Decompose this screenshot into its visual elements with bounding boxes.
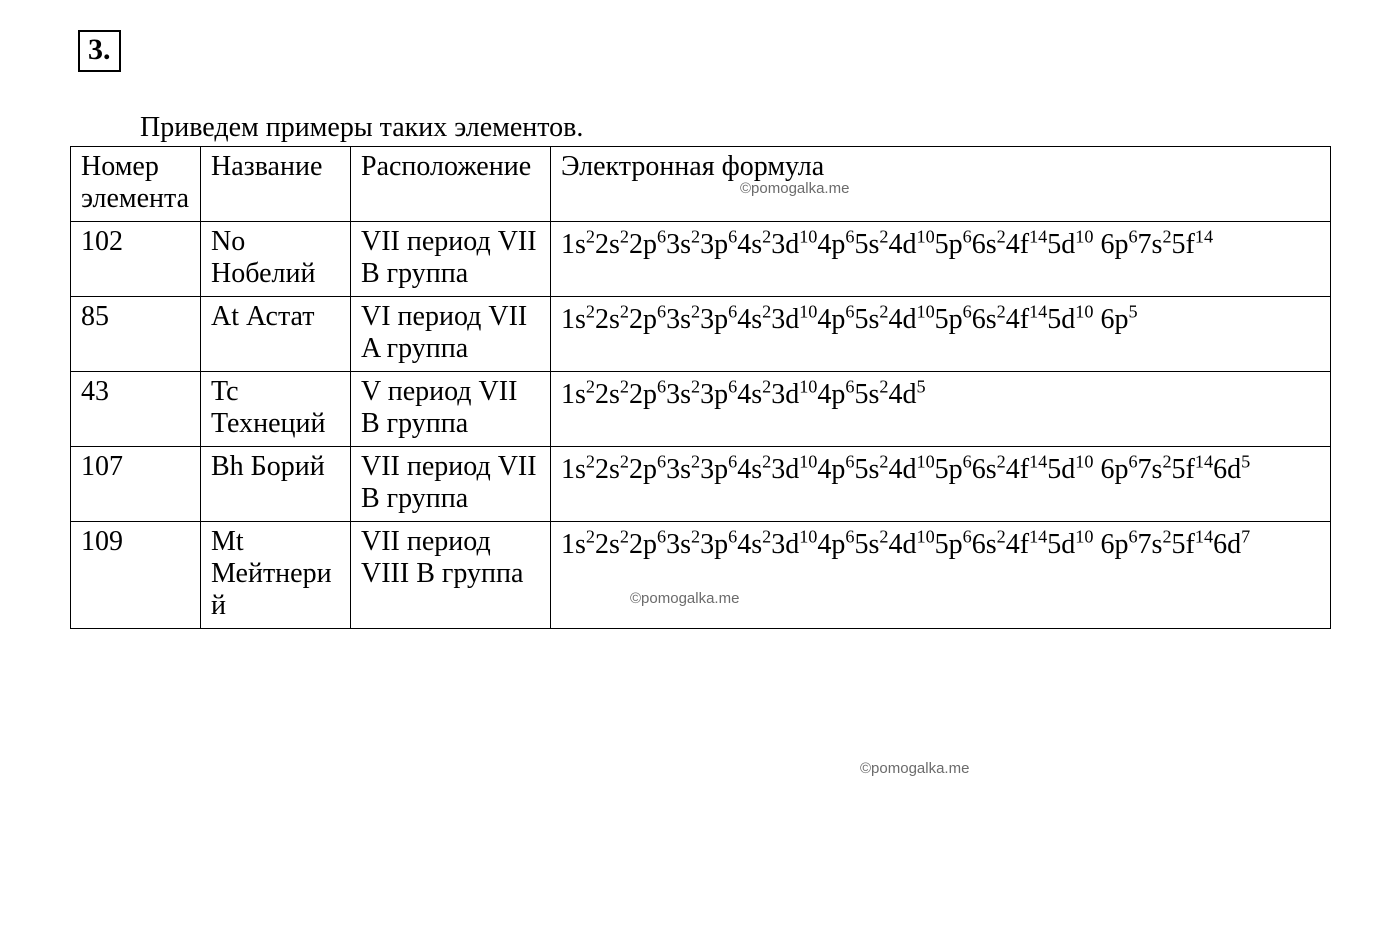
table-row: 102No НобелийVII период VII B группа1s22… xyxy=(71,222,1331,297)
table-body: 102No НобелийVII период VII B группа1s22… xyxy=(71,222,1331,629)
cell-location: VII период VIII B группа xyxy=(351,522,551,629)
cell-formula: 1s22s22p63s23p64s23d104p65s24d105p66s24f… xyxy=(551,447,1331,522)
col-header-number: Номер элемента xyxy=(71,147,201,222)
intro-text: Приведем примеры таких элементов. xyxy=(140,112,1340,144)
question-number-box: 3. xyxy=(78,30,121,72)
cell-number: 109 xyxy=(71,522,201,629)
cell-name: Mt Мейтнерий xyxy=(201,522,351,629)
cell-number: 85 xyxy=(71,297,201,372)
cell-location: V период VII B группа xyxy=(351,372,551,447)
table-row: 85At АстатVI период VII A группа1s22s22p… xyxy=(71,297,1331,372)
cell-location: VI период VII A группа xyxy=(351,297,551,372)
table-row: 109Mt МейтнерийVII период VIII B группа1… xyxy=(71,522,1331,629)
cell-name: No Нобелий xyxy=(201,222,351,297)
cell-location: VII период VII B группа xyxy=(351,447,551,522)
cell-number: 107 xyxy=(71,447,201,522)
table-row: 43Tc ТехнецийV период VII B группа1s22s2… xyxy=(71,372,1331,447)
cell-name: Bh Борий xyxy=(201,447,351,522)
cell-number: 43 xyxy=(71,372,201,447)
elements-table: Номер элемента Название Расположение Эле… xyxy=(70,146,1331,629)
cell-formula: 1s22s22p63s23p64s23d104p65s24d105p66s24f… xyxy=(551,297,1331,372)
table-header: Номер элемента Название Расположение Эле… xyxy=(71,147,1331,222)
table-header-row: Номер элемента Название Расположение Эле… xyxy=(71,147,1331,222)
col-header-location: Расположение xyxy=(351,147,551,222)
page: 3. Приведем примеры таких элементов. Ном… xyxy=(0,0,1400,951)
cell-number: 102 xyxy=(71,222,201,297)
col-header-name: Название xyxy=(201,147,351,222)
cell-name: Tc Технеций xyxy=(201,372,351,447)
col-header-formula: Электронная формула xyxy=(551,147,1331,222)
watermark: ©pomogalka.me xyxy=(860,760,969,777)
cell-formula: 1s22s22p63s23p64s23d104p65s24d105p66s24f… xyxy=(551,522,1331,629)
cell-name: At Астат xyxy=(201,297,351,372)
cell-formula: 1s22s22p63s23p64s23d104p65s24d105p66s24f… xyxy=(551,222,1331,297)
cell-location: VII период VII B группа xyxy=(351,222,551,297)
table-row: 107Bh БорийVII период VII B группа1s22s2… xyxy=(71,447,1331,522)
cell-formula: 1s22s22p63s23p64s23d104p65s24d5 xyxy=(551,372,1331,447)
